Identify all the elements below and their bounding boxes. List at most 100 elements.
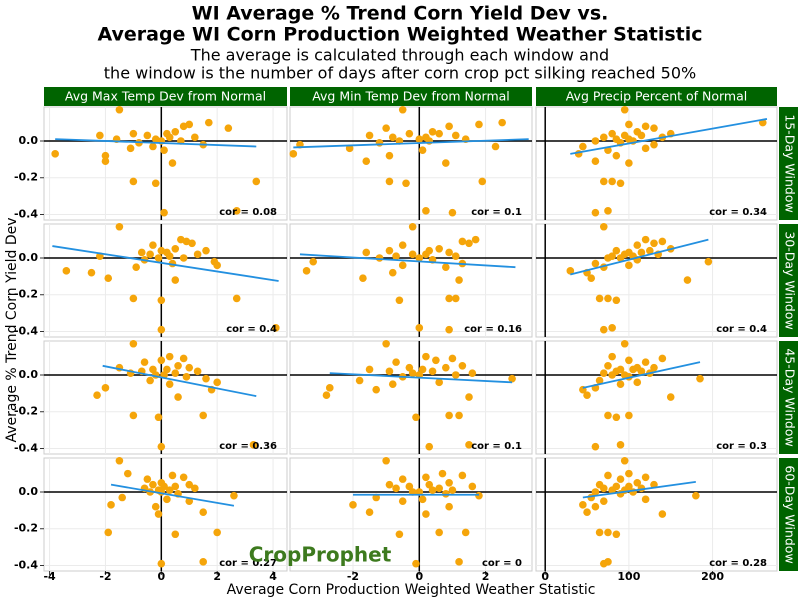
point [398, 261, 407, 270]
x-tick-label: -2 [347, 570, 359, 583]
logo: CropProphet [249, 543, 392, 567]
fit-line [102, 364, 257, 398]
point [683, 276, 692, 284]
panel-background [289, 223, 533, 338]
subtitle-line: the window is the number of days after c… [104, 64, 696, 83]
point [637, 131, 646, 140]
annotation: cor = 0.34 [709, 207, 767, 218]
point [232, 207, 241, 215]
panel-background [43, 457, 288, 572]
point [408, 369, 417, 377]
point [385, 246, 394, 255]
point [478, 177, 487, 186]
point [345, 144, 354, 153]
point [625, 356, 633, 365]
fit-line [299, 253, 516, 269]
point [658, 510, 667, 518]
point [442, 263, 450, 271]
point [608, 352, 616, 361]
column-strip [536, 87, 777, 106]
row-strip [779, 341, 798, 454]
x-tick-label: 2 [213, 570, 221, 583]
point [168, 471, 177, 480]
row-strip [779, 107, 798, 220]
point [612, 530, 621, 539]
point [583, 508, 591, 517]
point [385, 480, 394, 489]
point [612, 246, 621, 255]
point [355, 376, 364, 385]
point [123, 469, 132, 478]
point [165, 380, 174, 388]
point [498, 118, 506, 127]
point [604, 207, 612, 215]
point [422, 352, 430, 361]
point [418, 146, 427, 154]
point [616, 380, 625, 388]
row-title: 30-Day Window [783, 231, 798, 329]
point [385, 177, 394, 186]
point [309, 257, 318, 266]
annotation: cor = 0.27 [219, 558, 277, 569]
point [646, 246, 654, 255]
point [455, 558, 463, 566]
point [658, 237, 667, 246]
point [633, 378, 642, 387]
point [428, 367, 437, 376]
point [591, 208, 600, 217]
y-tick-label: -0.4 [14, 441, 38, 454]
y-tick-label: -0.2 [14, 171, 38, 184]
point [442, 490, 450, 498]
point [365, 131, 374, 140]
point [455, 276, 463, 284]
point [608, 324, 616, 332]
point [418, 495, 427, 504]
point [608, 177, 616, 186]
point [445, 325, 453, 334]
point [650, 124, 658, 132]
fit-line [582, 361, 701, 389]
point [625, 159, 633, 167]
point [422, 207, 430, 215]
point [595, 528, 604, 537]
point [213, 261, 221, 270]
point [633, 241, 642, 249]
point [448, 208, 457, 217]
point [115, 456, 124, 465]
column-title: Avg Max Temp Dev from Normal [65, 89, 266, 104]
point [402, 179, 410, 188]
panel-background [535, 457, 778, 572]
point [204, 118, 213, 127]
fit-line [329, 372, 513, 384]
point [432, 356, 440, 365]
point [171, 530, 180, 539]
point [445, 502, 453, 511]
point [392, 252, 400, 260]
point [115, 222, 124, 231]
y-tick-label: 0.0 [19, 251, 39, 264]
point [468, 369, 477, 377]
point [616, 441, 625, 449]
point [202, 374, 210, 383]
point [468, 482, 477, 491]
point [415, 254, 424, 262]
point [637, 248, 646, 257]
point [157, 296, 166, 305]
point [96, 131, 104, 140]
point [612, 296, 621, 305]
annotation: cor = 0.08 [219, 207, 277, 218]
point [392, 484, 400, 493]
point [160, 146, 168, 154]
point [249, 441, 258, 449]
point [616, 179, 625, 188]
row-title: 60-Day Window [783, 465, 798, 563]
x-axis-label: Average Corn Production Weighted Weather… [227, 582, 596, 598]
x-tick-label: 100 [617, 570, 640, 583]
point [475, 120, 483, 129]
point [398, 241, 407, 249]
point [608, 371, 616, 379]
point [650, 363, 658, 372]
point [641, 122, 650, 131]
point [445, 122, 453, 131]
point [442, 363, 450, 372]
